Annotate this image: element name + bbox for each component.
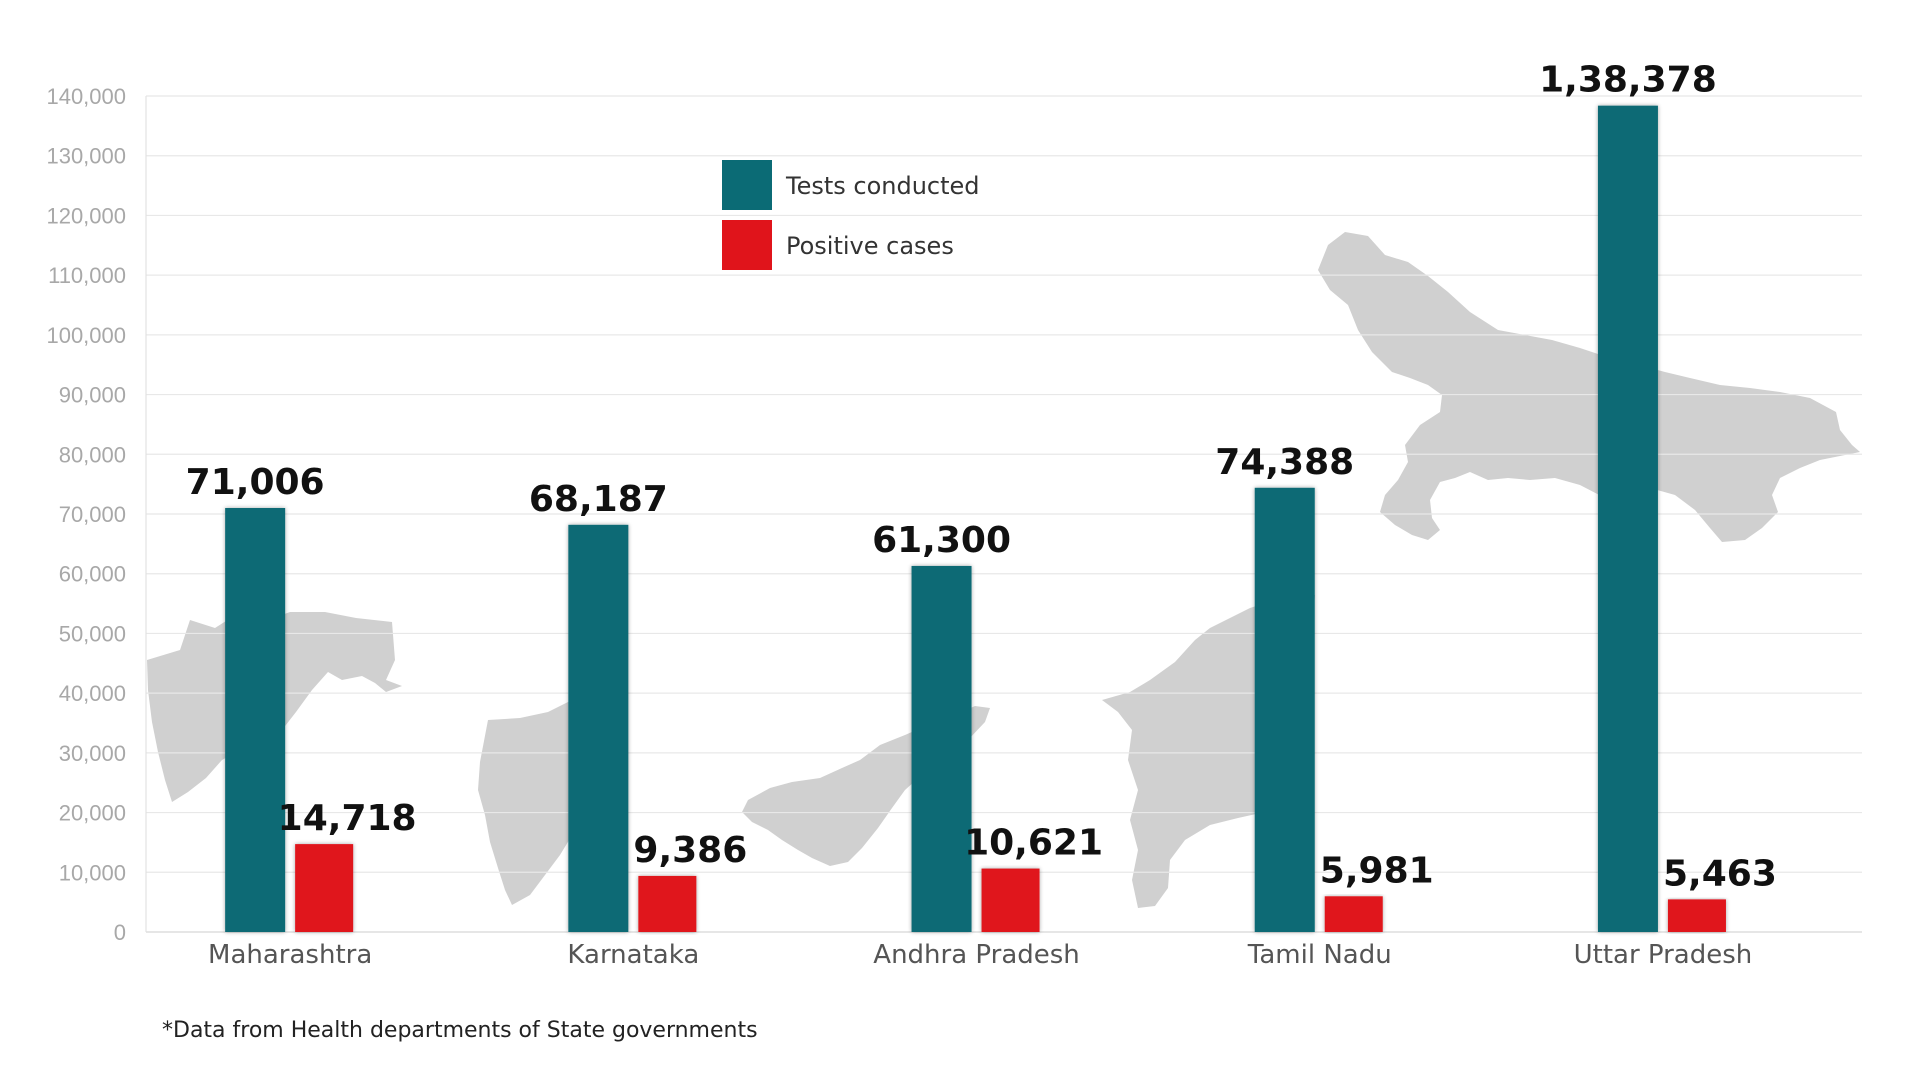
x-category-label: Karnataka: [567, 940, 699, 970]
uttar-pradesh-map-silhouette: [1318, 232, 1860, 542]
y-tick-label: 110,000: [48, 263, 126, 288]
value-label-positive-0: 14,718: [278, 798, 417, 839]
legend-swatch-tests: [722, 160, 772, 210]
bar-positive-4: [1667, 899, 1726, 932]
data-labels: 71,006 14,718 68,187 9,386 61,300 10,621 74,38…: [186, 60, 1777, 895]
value-label-positive-4: 5,463: [1663, 853, 1777, 894]
legend-label-positive: Positive cases: [786, 232, 954, 260]
bar-positive-3: [1324, 896, 1383, 932]
value-label-positive-3: 5,981: [1320, 850, 1434, 891]
y-tick-label: 20,000: [59, 801, 126, 826]
bar-tests-0: [225, 507, 286, 932]
bars: [225, 105, 1726, 932]
footnote: *Data from Health departments of State g…: [162, 1018, 758, 1043]
x-category-label: Uttar Pradesh: [1574, 940, 1753, 970]
y-tick-label: 0: [114, 920, 126, 945]
legend: Tests conducted Positive cases: [722, 160, 980, 270]
legend-swatch-positive: [722, 220, 772, 270]
value-label-positive-1: 9,386: [633, 830, 747, 871]
y-tick-label: 30,000: [59, 741, 126, 766]
value-label-tests-1: 68,187: [529, 479, 668, 520]
value-label-tests-3: 74,388: [1215, 442, 1354, 483]
bar-positive-1: [638, 875, 697, 932]
y-tick-label: 40,000: [59, 681, 126, 706]
y-tick-label: 50,000: [59, 621, 126, 646]
x-category-label: Andhra Pradesh: [873, 940, 1080, 970]
value-label-tests-0: 71,006: [186, 462, 325, 503]
y-tick-label: 80,000: [59, 442, 126, 467]
x-axis: Maharashtra Karnataka Andhra Pradesh Tamil …: [208, 940, 1752, 970]
x-category-label: Tamil Nadu: [1247, 940, 1392, 970]
gridlines: [146, 95, 1862, 933]
y-tick-label: 100,000: [46, 323, 126, 348]
y-tick-label: 140,000: [46, 84, 126, 109]
y-tick-label: 130,000: [46, 144, 126, 169]
x-category-label: Maharashtra: [208, 940, 372, 970]
y-tick-label: 60,000: [59, 562, 126, 587]
bar-tests-4: [1597, 105, 1658, 932]
bar-tests-1: [568, 524, 629, 932]
y-axis: 0 10,000 20,000 30,000 40,000 50,000 60,000 70,…: [46, 84, 147, 945]
bar-tests-2: [911, 565, 972, 932]
value-label-tests-4: 1,38,378: [1539, 60, 1717, 101]
y-tick-label: 120,000: [46, 203, 126, 228]
legend-label-tests: Tests conducted: [785, 172, 980, 200]
value-label-tests-2: 61,300: [872, 520, 1011, 561]
bar-positive-0: [295, 844, 354, 932]
bar-tests-3: [1254, 487, 1315, 932]
value-label-positive-2: 10,621: [964, 823, 1103, 864]
bar-positive-2: [981, 868, 1040, 932]
y-tick-label: 10,000: [59, 860, 126, 885]
y-tick-label: 70,000: [59, 502, 126, 527]
y-tick-label: 90,000: [59, 383, 126, 408]
